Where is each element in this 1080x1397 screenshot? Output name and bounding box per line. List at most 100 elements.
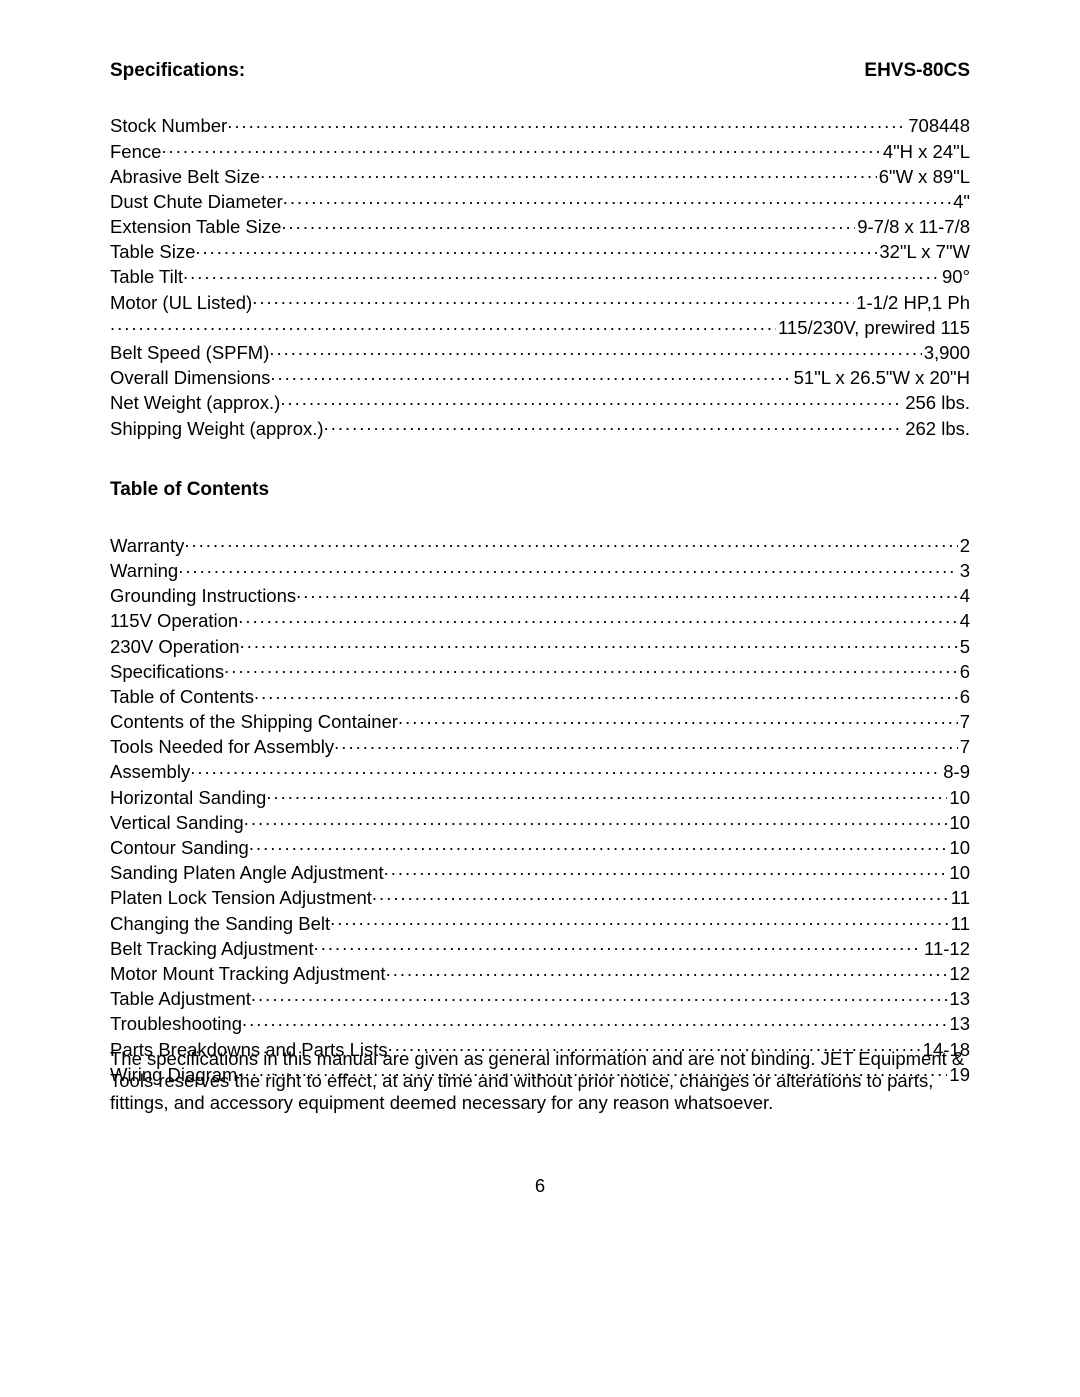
model-number: EHVS-80CS [864,60,970,82]
toc-row: 115V Operation 4 [110,607,970,632]
dot-leader [281,213,855,233]
toc-label: 115V Operation [110,611,238,631]
spec-row: Net Weight (approx.)256 lbs. [110,389,970,414]
toc-row: Assembly8-9 [110,758,970,783]
toc-label: 230V Operation [110,637,240,657]
toc-row: Vertical Sanding 10 [110,809,970,834]
toc-label: Warning [110,561,178,581]
table-of-contents: Warranty2Warning3Grounding Instructions4… [110,531,970,1085]
spec-value: 90° [940,267,970,287]
dot-leader [386,960,948,980]
toc-label: Vertical Sanding [110,813,244,833]
toc-row: Tools Needed for Assembly7 [110,733,970,758]
spec-row: Extension Table Size 9-7/8 x 11-7/8 [110,213,970,238]
toc-row: Troubleshooting 13 [110,1010,970,1035]
disclaimer-text: The specifications in this manual are gi… [110,1048,970,1113]
spec-label: Net Weight (approx.) [110,393,280,413]
spec-label: Extension Table Size [110,217,281,237]
toc-row: Contents of the Shipping Container 7 [110,708,970,733]
spec-value: 4"H x 24"L [881,142,970,162]
spec-label: Overall Dimensions [110,368,270,388]
dot-leader [249,834,948,854]
toc-label: Belt Tracking Adjustment [110,939,314,959]
toc-value: 6 [958,662,970,682]
dot-leader [238,607,957,627]
toc-label: Warranty [110,536,184,556]
dot-leader [334,733,958,753]
dot-leader [252,288,854,308]
dot-leader [161,137,880,157]
toc-label: Assembly [110,762,190,782]
dot-leader [398,708,958,728]
toc-row: Changing the Sanding Belt 11 [110,909,970,934]
toc-value: 11 [949,914,970,934]
spec-value: 262 lbs. [903,419,970,439]
toc-row: Specifications6 [110,657,970,682]
dot-leader [227,112,906,132]
toc-value: 13 [947,989,970,1009]
spec-row: Table Size 32"L x 7"W [110,238,970,263]
toc-value: 3 [958,561,970,581]
toc-label: Grounding Instructions [110,586,296,606]
toc-value: 10 [947,813,970,833]
toc-value: 10 [947,838,970,858]
spec-row: Stock Number708448 [110,112,970,137]
spec-row: Dust Chute Diameter4" [110,188,970,213]
toc-row: Horizontal Sanding 10 [110,783,970,808]
spec-label: Table Tilt [110,267,183,287]
dot-leader [183,263,940,283]
spec-row: Motor (UL Listed)1-1/2 HP,1 Ph [110,288,970,313]
header-row: Specifications: EHVS-80CS [110,60,970,82]
toc-row: Warranty 2 [110,531,970,556]
dot-leader [254,683,958,703]
dot-leader [184,531,957,551]
spec-row: Shipping Weight (approx.)262 lbs. [110,414,970,439]
spec-value: 32"L x 7"W [877,242,970,262]
toc-label: Contents of the Shipping Container [110,712,398,732]
dot-leader [269,339,921,359]
dot-leader [110,314,776,334]
toc-value: 10 [947,788,970,808]
spec-row: Overall Dimensions51"L x 26.5"W x 20"H [110,364,970,389]
toc-value: 13 [947,1014,970,1034]
toc-value: 4 [958,611,970,631]
toc-row: 230V Operation 5 [110,632,970,657]
toc-label: Troubleshooting [110,1014,242,1034]
toc-value: 2 [958,536,970,556]
toc-row: Belt Tracking Adjustment 11-12 [110,934,970,959]
dot-leader [190,758,941,778]
specifications-list: Stock Number708448Fence4"H x 24"LAbrasiv… [110,112,970,439]
spec-label: Belt Speed (SPFM) [110,343,269,363]
dot-leader [270,364,791,384]
toc-label: Changing the Sanding Belt [110,914,330,934]
toc-row: Sanding Platen Angle Adjustment 10 [110,859,970,884]
toc-row: Platen Lock Tension Adjustment11 [110,884,970,909]
toc-row: Grounding Instructions4 [110,582,970,607]
toc-value: 12 [947,964,970,984]
dot-leader [314,934,922,954]
toc-label: Horizontal Sanding [110,788,266,808]
toc-row: Contour Sanding10 [110,834,970,859]
spec-value: 9-7/8 x 11-7/8 [855,217,970,237]
toc-row: Table of Contents6 [110,683,970,708]
dot-leader [224,657,958,677]
spec-label: Table Size [110,242,195,262]
toc-row: Warning 3 [110,557,970,582]
spec-value: 115/230V, prewired 115 [776,318,970,338]
specs-heading: Specifications: [110,60,245,82]
dot-leader [330,909,949,929]
toc-value: 11-12 [922,939,970,959]
document-page: Specifications: EHVS-80CS Stock Number70… [0,0,1080,1397]
spec-value: 3,900 [922,343,970,363]
toc-value: 10 [947,863,970,883]
dot-leader [280,389,903,409]
toc-row: Table Adjustment13 [110,985,970,1010]
spec-label: Motor (UL Listed) [110,293,252,313]
dot-leader [251,985,948,1005]
toc-label: Platen Lock Tension Adjustment [110,888,372,908]
toc-label: Sanding Platen Angle Adjustment [110,863,384,883]
spec-value: 708448 [906,116,970,136]
toc-value: 5 [958,637,970,657]
spec-row: Belt Speed (SPFM) 3,900 [110,339,970,364]
toc-value: 7 [958,712,970,732]
